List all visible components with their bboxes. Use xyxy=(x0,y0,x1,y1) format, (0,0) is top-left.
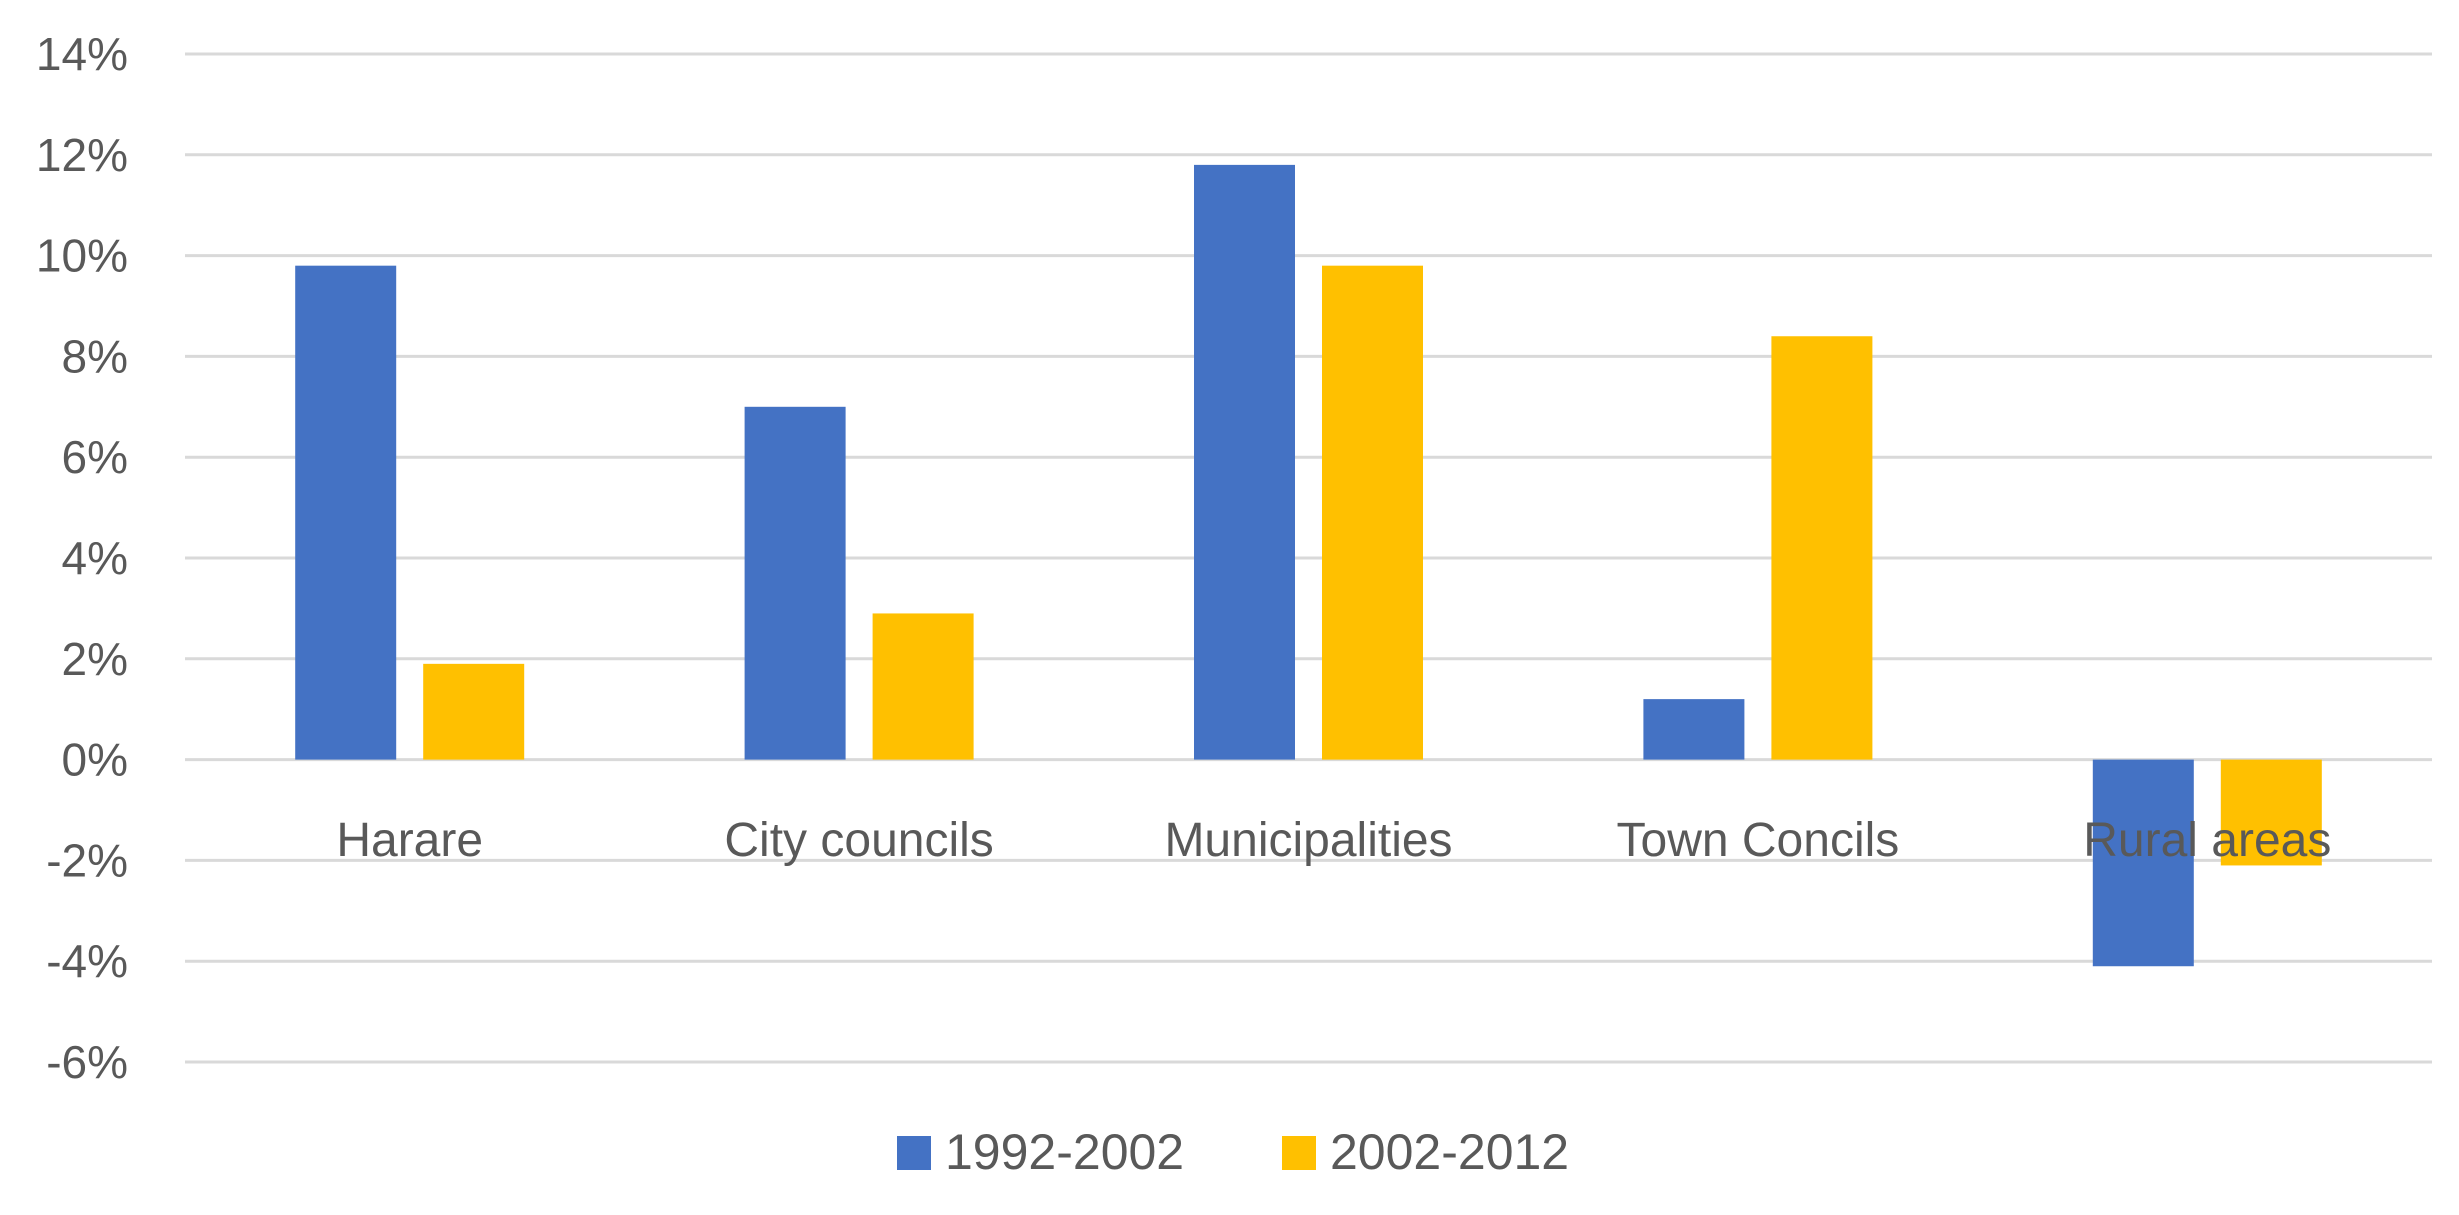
x-tick-label: City councils xyxy=(724,814,993,867)
bar-2002-2012-city-councils xyxy=(872,613,974,760)
bars xyxy=(295,164,2322,967)
y-tick-label: -4% xyxy=(46,935,128,987)
y-tick-label: 6% xyxy=(62,431,128,483)
y-axis-ticks: 14% 12% 10% 8% 6% 4% 2% 0% -2% -4% -6% xyxy=(36,28,128,1088)
y-tick-label: 4% xyxy=(62,532,128,584)
bar-1992-2002-town-concils xyxy=(1643,699,1745,760)
y-tick-label: 0% xyxy=(62,734,128,786)
bar-1992-2002-municipalities xyxy=(1194,164,1295,760)
bar-2002-2012-municipalities xyxy=(1322,265,1423,760)
legend-swatch xyxy=(1282,1136,1316,1170)
bar-1992-2002-city-councils xyxy=(744,406,846,760)
bar-1992-2002-harare xyxy=(295,265,397,760)
bar-2002-2012-harare xyxy=(423,663,525,760)
bar-1992-2002-rural-areas xyxy=(2092,759,2194,967)
y-tick-label: 2% xyxy=(62,633,128,685)
legend-swatch xyxy=(897,1136,931,1170)
legend-label: 2002-2012 xyxy=(1330,1124,1569,1180)
x-tick-label: Harare xyxy=(336,814,483,867)
legend-label: 1992-2002 xyxy=(945,1124,1184,1180)
y-tick-label: -2% xyxy=(46,834,128,886)
x-tick-label: Municipalities xyxy=(1164,814,1452,867)
bar-2002-2012-town-concils xyxy=(1771,336,1873,760)
y-tick-label: -6% xyxy=(46,1036,128,1088)
y-tick-label: 12% xyxy=(36,129,128,181)
y-tick-label: 14% xyxy=(36,28,128,80)
x-tick-label: Rural areas xyxy=(2083,814,2331,867)
y-tick-label: 8% xyxy=(62,330,128,382)
bar-2002-2012-rural-areas xyxy=(2220,759,2322,866)
x-axis-ticks: Harare City councils Municipalities Town Co… xyxy=(336,814,2331,867)
y-tick-label: 10% xyxy=(36,230,128,282)
x-tick-label: Town Concils xyxy=(1617,814,1900,867)
gridlines xyxy=(185,52,2432,1064)
legend: 1992-2002 2002-2012 xyxy=(897,1124,1569,1180)
